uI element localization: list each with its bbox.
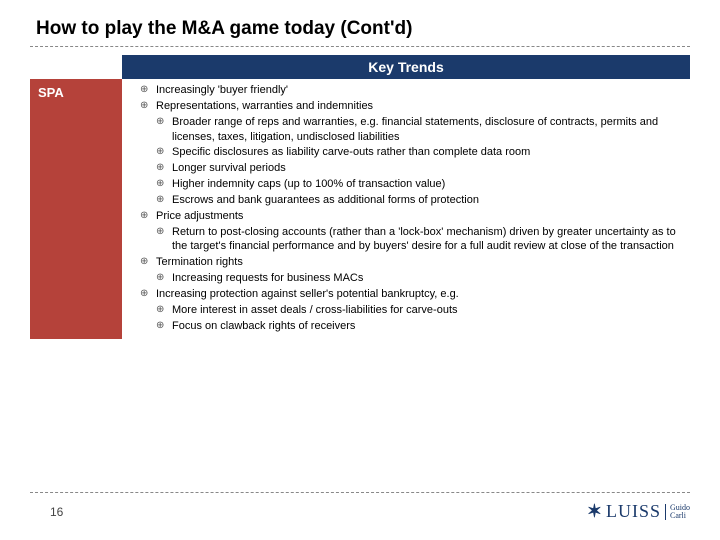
- list-item: Price adjustmentsReturn to post-closing …: [140, 209, 680, 255]
- list-item: Higher indemnity caps (up to 100% of tra…: [156, 177, 680, 192]
- logo-main: LUISS: [606, 501, 661, 522]
- list-item: Return to post-closing accounts (rather …: [156, 225, 680, 255]
- list-item: Representations, warranties and indemnit…: [140, 99, 680, 208]
- list-item: Increasing protection against seller's p…: [140, 287, 680, 334]
- list-item: Increasing requests for business MACs: [156, 271, 680, 286]
- slide-title: How to play the M&A game today (Cont'd): [30, 18, 690, 40]
- bullet-content: Increasingly 'buyer friendly'Representat…: [122, 79, 690, 339]
- list-item: Increasingly 'buyer friendly': [140, 83, 680, 98]
- list-item: Longer survival periods: [156, 161, 680, 176]
- logo-star-icon: ✶: [587, 501, 602, 522]
- key-trends-header: Key Trends: [122, 55, 690, 79]
- page-number: 16: [30, 505, 63, 519]
- list-item: Focus on clawback rights of receivers: [156, 319, 680, 334]
- list-item: Termination rightsIncreasing requests fo…: [140, 255, 680, 286]
- list-item: Specific disclosures as liability carve-…: [156, 145, 680, 160]
- content-row: SPA Increasingly 'buyer friendly'Represe…: [30, 79, 690, 339]
- footer: 16 ✶ LUISS GuidoCarli: [30, 492, 690, 522]
- list-item: Broader range of reps and warranties, e.…: [156, 115, 680, 145]
- list-item: Escrows and bank guarantees as additiona…: [156, 193, 680, 208]
- list-item: More interest in asset deals / cross-lia…: [156, 303, 680, 318]
- logo: ✶ LUISS GuidoCarli: [587, 501, 690, 522]
- divider-bottom: [30, 492, 690, 493]
- left-label-cell: SPA: [30, 79, 122, 339]
- logo-sub: GuidoCarli: [665, 504, 690, 520]
- divider-top: [30, 46, 690, 47]
